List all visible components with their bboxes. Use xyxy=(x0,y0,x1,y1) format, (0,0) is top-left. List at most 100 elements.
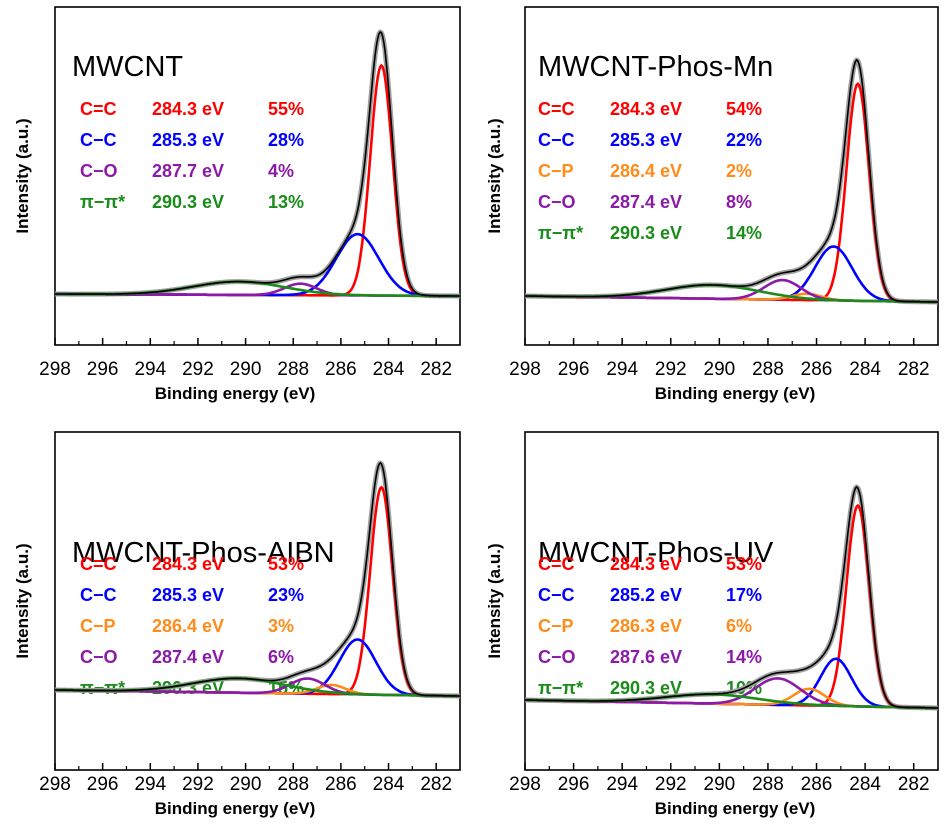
component-percent: 2% xyxy=(726,161,752,181)
component-label: C−C xyxy=(80,130,117,150)
plot-frame xyxy=(54,6,461,346)
panel-title: MWCNT xyxy=(72,51,183,83)
x-axis-ticks: 298 296 294 292 290 288 286 284 282 xyxy=(509,338,930,380)
component-table: C=C 284.3 eV 53% C−C 285.3 eV 23% C−P 286.4 eV 3… xyxy=(80,554,304,698)
panel-title: MWCNT-Phos-AIBN xyxy=(72,537,335,569)
x-tick-label: 294 xyxy=(134,359,166,380)
component-percent: 6% xyxy=(268,647,294,667)
component-label: C=C xyxy=(538,554,575,574)
x-tick-label: 292 xyxy=(182,359,214,380)
component-percent: 17% xyxy=(726,585,762,605)
component-percent: 53% xyxy=(268,554,304,574)
panel-title: MWCNT-Phos-Mn xyxy=(538,51,773,83)
x-tick-label: 286 xyxy=(325,359,357,380)
component-percent: 8% xyxy=(726,192,752,212)
component-percent: 28% xyxy=(268,130,304,150)
component-label: π−π* xyxy=(538,223,583,243)
component-label: C−O xyxy=(80,647,118,667)
xps-panel-2: 298 296 294 292 290 288 286 284 282 Binding energ… xyxy=(13,431,462,818)
component-label: C−C xyxy=(538,130,575,150)
component-label: C−C xyxy=(80,585,117,605)
component-label: C−P xyxy=(538,616,574,636)
component-energy: 285.3 eV xyxy=(610,130,682,150)
component-energy: 287.6 eV xyxy=(610,647,682,667)
component-energy: 284.3 eV xyxy=(152,554,224,574)
component-energy: 290.3 eV xyxy=(610,678,682,698)
x-tick-label: 298 xyxy=(39,359,71,380)
component-percent: 14% xyxy=(726,647,762,667)
x-tick-label: 286 xyxy=(801,359,833,380)
component-percent: 4% xyxy=(268,161,294,181)
fit-envelope xyxy=(55,30,460,297)
x-tick-label: 282 xyxy=(420,359,452,380)
x-axis-label: Binding energy (eV) xyxy=(655,799,816,818)
fit-envelope xyxy=(525,485,938,709)
component-label: π−π* xyxy=(538,678,583,698)
x-tick-label: 298 xyxy=(509,774,541,795)
xps-panel-3: 298 296 294 292 290 288 286 284 282 Binding energ… xyxy=(485,431,940,818)
component-energy: 285.2 eV xyxy=(610,585,682,605)
component-label: C−P xyxy=(538,161,574,181)
component-percent: 54% xyxy=(726,99,762,119)
x-tick-label: 284 xyxy=(849,774,881,795)
component-percent: 55% xyxy=(268,99,304,119)
x-axis-label: Binding energy (eV) xyxy=(155,384,316,403)
xps-panel-1: 298 296 294 292 290 288 286 284 282 Binding energ… xyxy=(485,6,940,403)
component-energy: 284.3 eV xyxy=(610,99,682,119)
component-label: C−P xyxy=(80,616,116,636)
plot-frame xyxy=(54,431,461,771)
component-label: π−π* xyxy=(80,192,125,212)
component-label: C−O xyxy=(538,647,576,667)
x-tick-label: 286 xyxy=(325,774,357,795)
component-label: C=C xyxy=(538,99,575,119)
panel-title: MWCNT-Phos-UV xyxy=(538,537,774,569)
component-percent: 23% xyxy=(268,585,304,605)
component-table: C=C 284.3 eV 53% C−C 285.2 eV 17% C−P 286.3 eV 6… xyxy=(538,554,762,698)
x-tick-label: 298 xyxy=(509,359,541,380)
x-axis-ticks: 298 296 294 292 290 288 286 284 282 xyxy=(39,763,452,795)
x-axis-label: Binding energy (eV) xyxy=(155,799,316,818)
component-percent: 6% xyxy=(726,616,752,636)
x-tick-label: 282 xyxy=(898,359,930,380)
x-tick-label: 296 xyxy=(558,359,590,380)
x-tick-label: 290 xyxy=(704,359,736,380)
component-energy: 286.4 eV xyxy=(610,161,682,181)
fit-envelope xyxy=(55,461,460,697)
x-tick-label: 286 xyxy=(801,774,833,795)
x-tick-label: 288 xyxy=(752,359,784,380)
measured-spectrum xyxy=(523,57,940,305)
x-axis-ticks: 298 296 294 292 290 288 286 284 282 xyxy=(509,763,930,795)
component-percent: 3% xyxy=(268,616,294,636)
component-energy: 287.7 eV xyxy=(152,161,224,181)
component-energy: 284.3 eV xyxy=(152,99,224,119)
x-axis-ticks: 298 296 294 292 290 288 286 284 282 xyxy=(39,338,452,380)
component-percent: 13% xyxy=(268,192,304,212)
x-tick-label: 282 xyxy=(898,774,930,795)
x-tick-label: 284 xyxy=(849,359,881,380)
x-tick-label: 296 xyxy=(87,774,119,795)
x-tick-label: 292 xyxy=(182,774,214,795)
x-tick-label: 288 xyxy=(277,359,309,380)
x-tick-label: 290 xyxy=(230,359,262,380)
component-label: C−O xyxy=(80,161,118,181)
component-label: C−O xyxy=(538,192,576,212)
component-energy: 285.3 eV xyxy=(152,130,224,150)
component-table: C=C 284.3 eV 55% C−C 285.3 eV 28% C−O 287.7 eV 4… xyxy=(80,99,304,212)
x-tick-label: 284 xyxy=(373,774,405,795)
y-axis-label: Intensity (a.u.) xyxy=(13,118,32,233)
x-tick-label: 296 xyxy=(87,359,119,380)
component-energy: 286.3 eV xyxy=(610,616,682,636)
y-axis-label: Intensity (a.u.) xyxy=(485,543,504,658)
x-tick-label: 290 xyxy=(704,774,736,795)
component-percent: 14% xyxy=(726,223,762,243)
y-axis-label: Intensity (a.u.) xyxy=(13,543,32,658)
component-label: C−C xyxy=(538,585,575,605)
x-tick-label: 288 xyxy=(752,774,784,795)
fit-envelope xyxy=(525,58,938,303)
x-tick-label: 294 xyxy=(606,359,638,380)
x-tick-label: 282 xyxy=(420,774,452,795)
xps-panel-0: 298 296 294 292 290 288 286 284 282 Binding energ… xyxy=(13,6,462,403)
y-axis-label: Intensity (a.u.) xyxy=(485,118,504,233)
plot-frame xyxy=(524,6,939,346)
